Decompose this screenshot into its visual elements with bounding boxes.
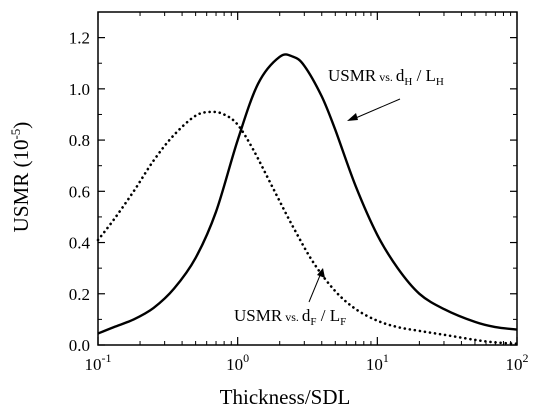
y-tick-label: 1.0: [69, 80, 90, 99]
dotted-annot-p4: / L: [316, 306, 340, 325]
svg-text:USMR vs. dH / LH: USMR vs. dH / LH: [328, 66, 444, 88]
plot-frame: [97, 11, 518, 346]
solid-annot-p0: USMR: [328, 66, 377, 85]
y-axis-label: USMR (10-5): [8, 122, 33, 233]
x-tick-label: 100: [226, 351, 249, 374]
dotted-series-annotation: USMR vs. dF / LF: [234, 268, 346, 328]
solid-annot-p3: H: [404, 76, 412, 88]
x-tick-label: 102: [506, 351, 529, 374]
solid-annot-p2: d: [396, 66, 405, 85]
axes: [97, 11, 518, 346]
y-axis-label-base: USMR (10: [9, 140, 33, 233]
dotted-annot-p1: vs.: [282, 310, 302, 324]
y-tick-label: 0.2: [69, 285, 90, 304]
solid-annot-p5: H: [436, 76, 444, 88]
y-tick-label: 0.6: [69, 182, 90, 201]
solid-annot-p4: / L: [412, 66, 436, 85]
dotted-annot-p3: F: [310, 316, 316, 328]
y-tick-label: 0.8: [69, 131, 90, 150]
series: [96, 53, 519, 345]
y-tick-label: 1.2: [69, 29, 90, 48]
ticks: 0.0 0.2 0.4 0.6 0.8 1.0 1.2 10-1 100 101 102: [69, 12, 529, 374]
solid-annot-arrowhead: [347, 113, 358, 121]
solid-annot-arrow: [350, 98, 401, 121]
dotted-annot-p5: F: [340, 316, 346, 328]
solid-series-line: [97, 53, 518, 335]
dotted-annot-arrow: [308, 272, 322, 303]
x-tick-label: 101: [366, 351, 389, 374]
solid-annot-p1: vs.: [376, 70, 396, 84]
solid-series-annotation: USMR vs. dH / LH: [328, 66, 444, 121]
dotted-annot-p2: d: [302, 306, 311, 325]
y-tick-label: 0.0: [69, 336, 90, 355]
x-tick-label: 10-1: [85, 351, 112, 374]
svg-text:USMR vs. dF / LF: USMR vs. dF / LF: [234, 306, 346, 328]
y-tick-label: 0.4: [69, 234, 91, 253]
dotted-annot-arrowhead: [317, 268, 325, 278]
dotted-series-line: [96, 110, 519, 345]
y-axis-label-tail: ): [9, 122, 33, 129]
y-axis-label-exp: -5: [8, 129, 23, 140]
dotted-annot-p0: USMR: [234, 306, 283, 325]
x-axis-label: Thickness/SDL: [220, 385, 351, 409]
